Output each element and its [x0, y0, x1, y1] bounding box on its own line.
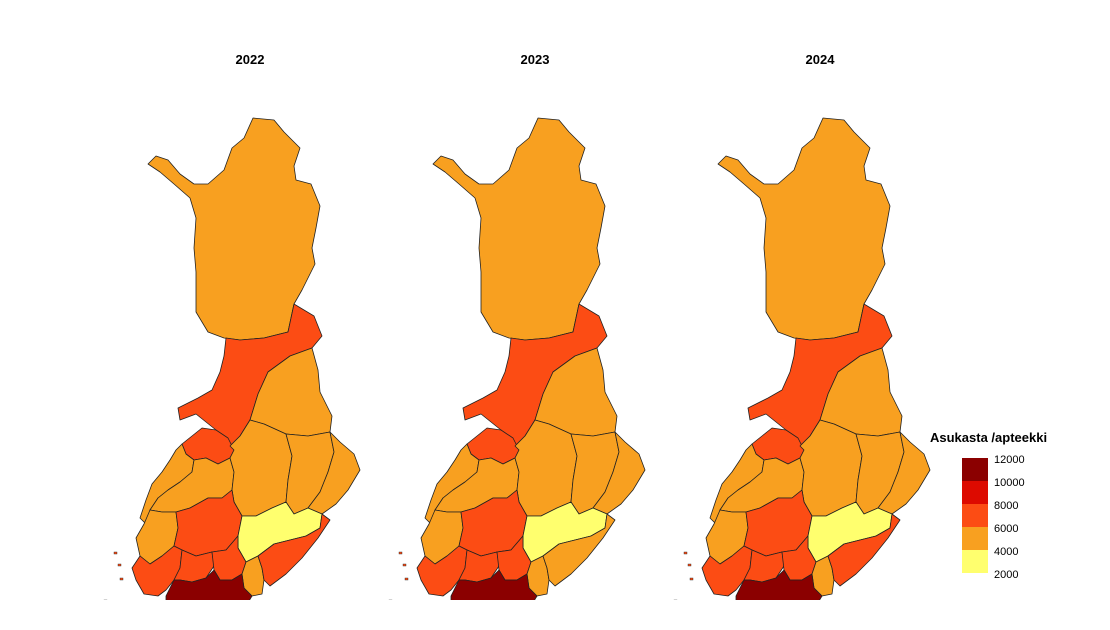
archipelago-island [113, 551, 118, 555]
map-panel-2023: 2023 [385, 40, 685, 600]
region-lappi [147, 117, 321, 341]
legend-swatch [962, 481, 988, 504]
map-title: 2024 [805, 52, 835, 67]
region-pohjois-karjala [877, 431, 931, 515]
finland-map [388, 117, 646, 600]
region-lappi [717, 117, 891, 341]
region-etela-karjala [827, 513, 901, 587]
region-etela-karjala [257, 513, 331, 587]
archipelago-island [689, 577, 694, 581]
archipelago-island [119, 577, 124, 581]
legend-swatch [962, 550, 988, 573]
legend-tick: 4000 [994, 546, 1019, 558]
archipelago-island [402, 563, 407, 567]
region-uusimaa [450, 569, 538, 600]
map-panel-2022: 2022 [100, 40, 400, 600]
region-pohjois-karjala [592, 431, 646, 515]
archipelago-island [687, 563, 692, 567]
finland-map [103, 117, 361, 600]
region-lappi [432, 117, 606, 341]
region-uusimaa [735, 569, 823, 600]
legend-swatch [962, 527, 988, 550]
legend-swatch [962, 504, 988, 527]
map-title: 2023 [520, 52, 550, 67]
legend-tick: 2000 [994, 569, 1019, 581]
legend-title: Asukasta /apteekki [930, 430, 1048, 445]
legend-tick: 6000 [994, 523, 1019, 535]
region-pohjois-karjala [307, 431, 361, 515]
map-title: 2022 [235, 52, 265, 67]
region-etela-karjala [542, 513, 616, 587]
legend-tick: 12000 [994, 454, 1025, 466]
finland-map [673, 117, 931, 600]
archipelago-island [398, 551, 403, 555]
region-uusimaa [165, 569, 253, 600]
legend-tick: 10000 [994, 477, 1025, 489]
archipelago-island [404, 577, 409, 581]
archipelago-island [117, 563, 122, 567]
legend-swatch [962, 458, 988, 481]
archipelago-island [683, 551, 688, 555]
map-panel-2024: 2024 [670, 40, 970, 600]
legend: Asukasta /apteekki 12000 10000 8000 6000… [930, 430, 1100, 590]
legend-tick: 8000 [994, 500, 1019, 512]
